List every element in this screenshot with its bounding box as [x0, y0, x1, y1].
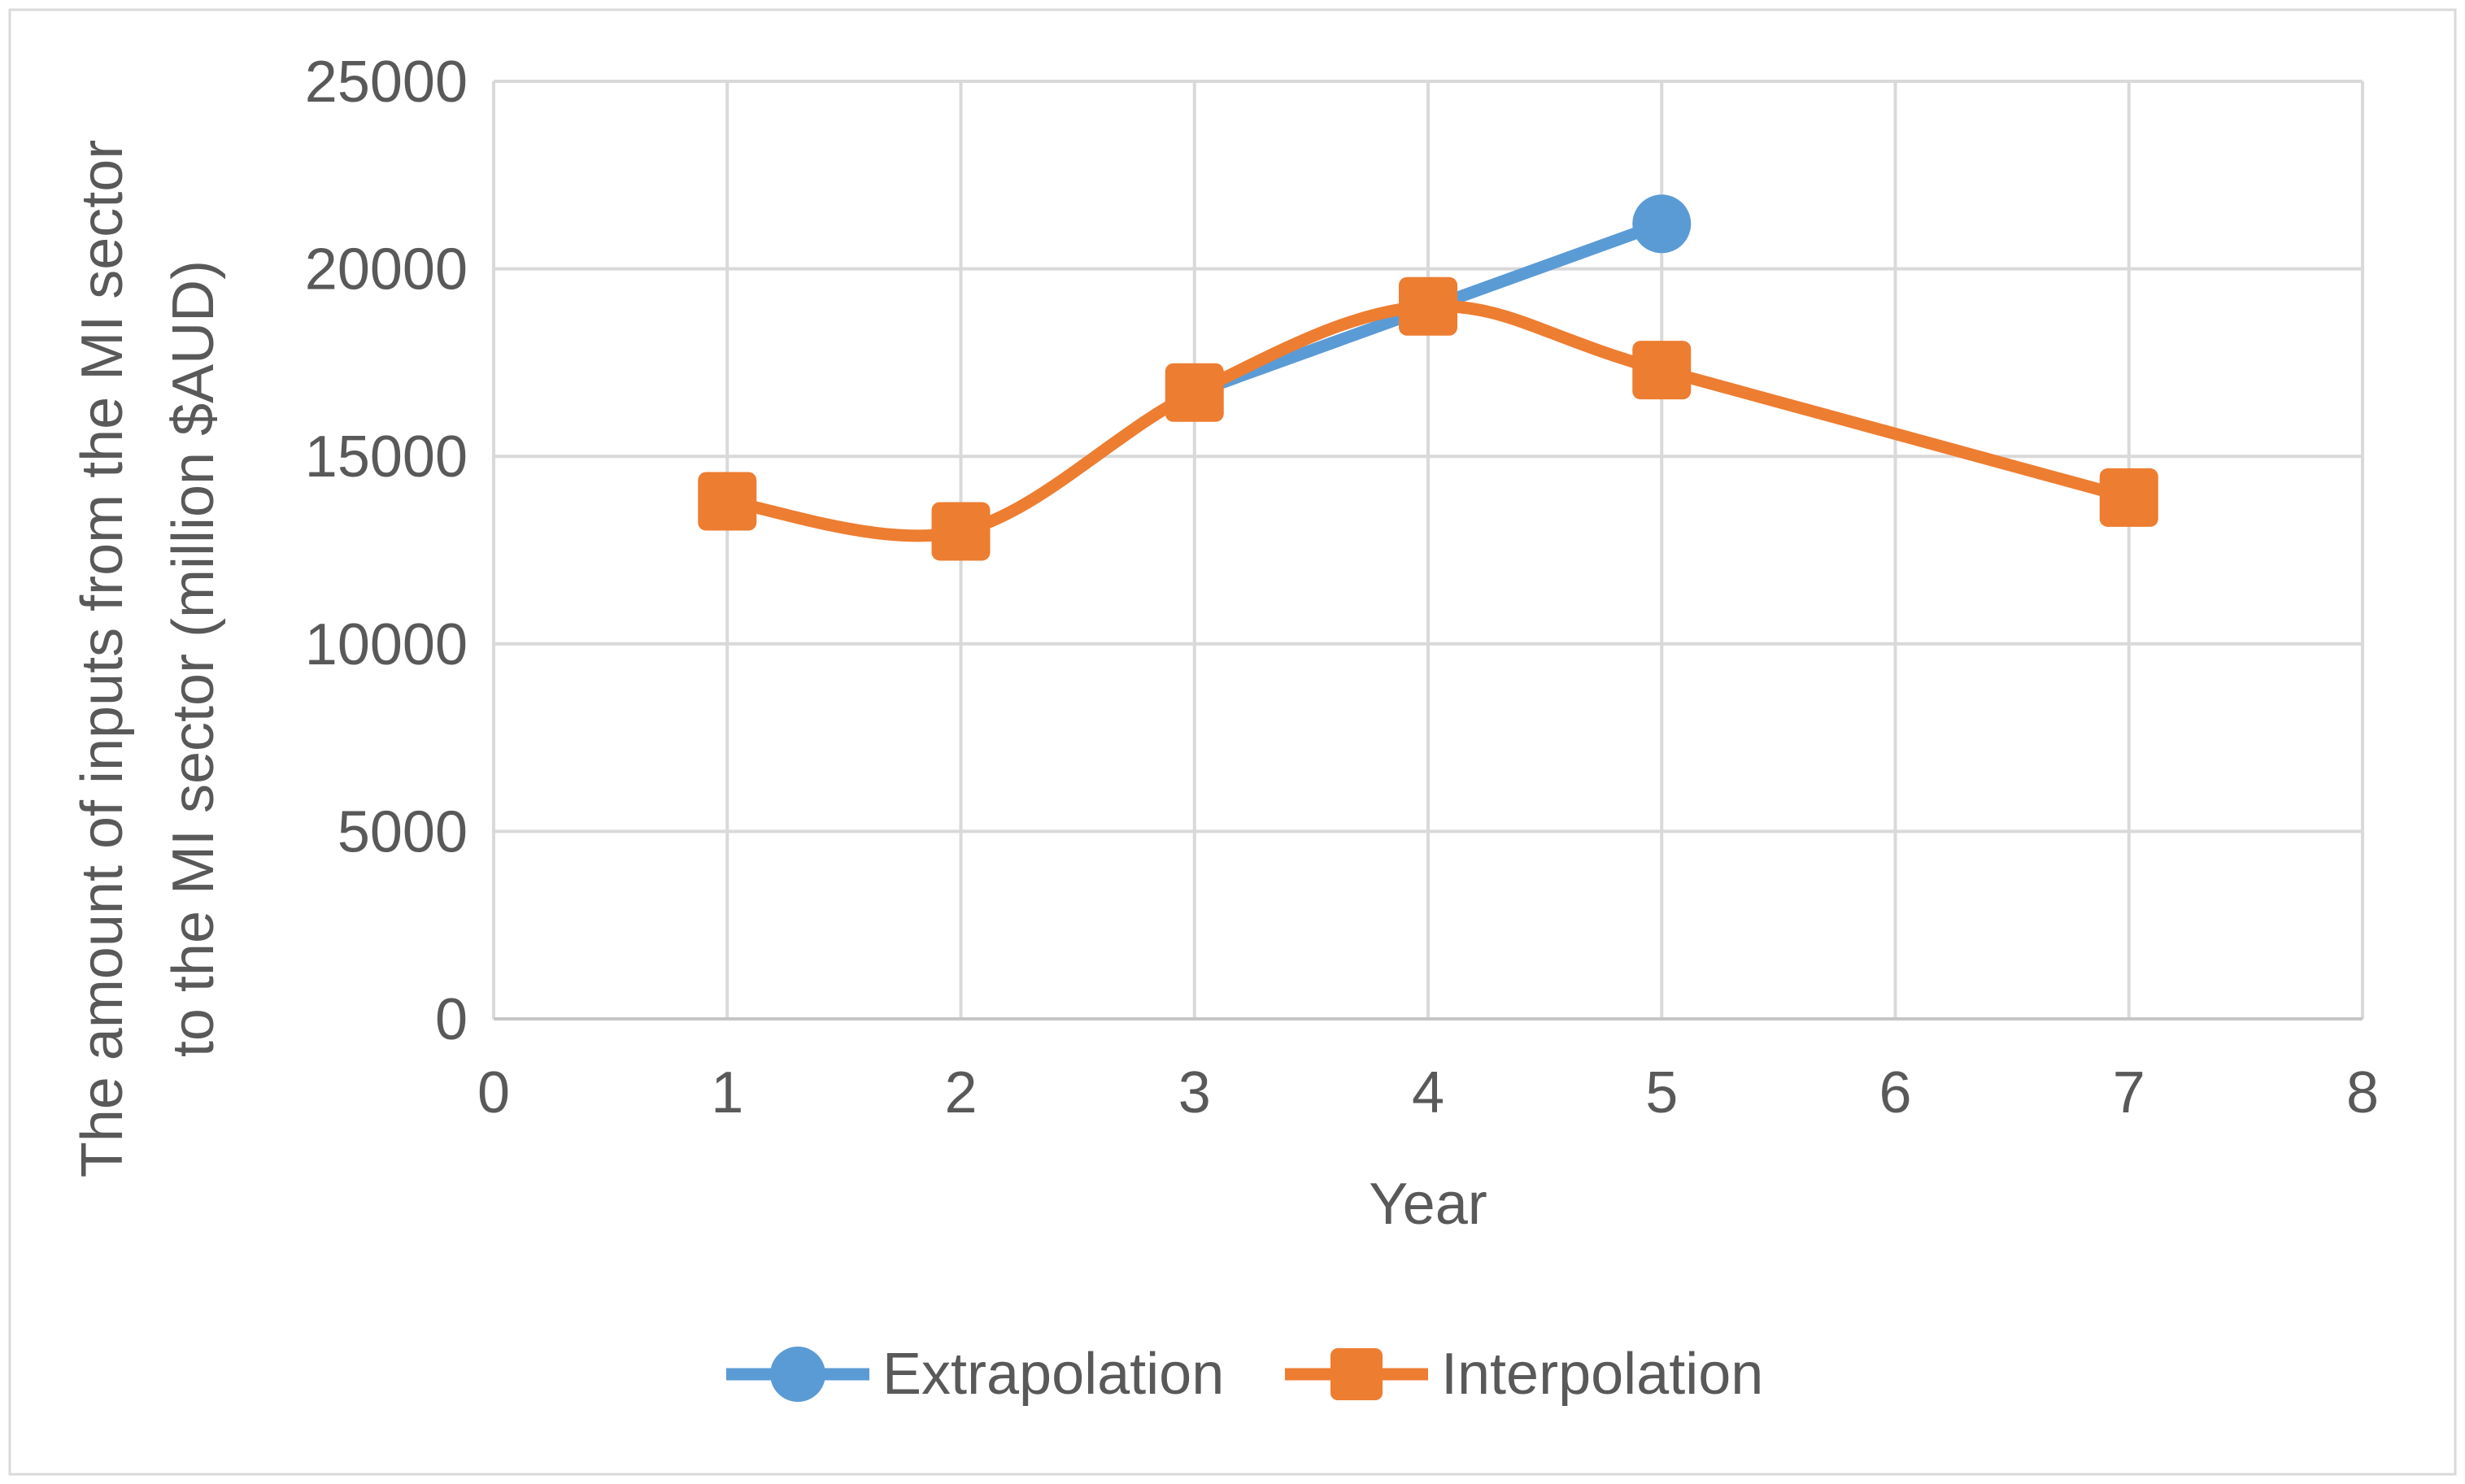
x-tick-label: 7 [2113, 1060, 2145, 1125]
chart-frame-border [8, 8, 2457, 1476]
y-tick-label: 5000 [338, 799, 468, 864]
x-tick-label: 4 [1412, 1060, 1444, 1125]
y-tick-label: 0 [435, 987, 468, 1052]
x-tick-label: 3 [1178, 1060, 1211, 1125]
x-tick-label: 8 [2346, 1060, 2379, 1125]
y-axis-title-line2: to the MI sector (million $AUD) [161, 260, 226, 1057]
y-tick-label: 10000 [305, 612, 468, 677]
y-tick-label: 20000 [305, 237, 468, 302]
x-tick-label: 5 [1645, 1060, 1678, 1125]
x-tick-label: 6 [1879, 1060, 1911, 1125]
legend-label-extrapolation: Extrapolation [882, 1342, 1224, 1407]
data-point-square-interpolation [931, 502, 991, 561]
x-tick-label: 1 [711, 1060, 743, 1125]
legend-item-extrapolation: Extrapolation [726, 1342, 1224, 1407]
data-point-square-interpolation [698, 472, 757, 531]
legend-label-interpolation: Interpolation [1441, 1342, 1763, 1407]
data-point-square-interpolation [1165, 363, 1224, 422]
x-tick-label: 2 [944, 1060, 977, 1125]
y-axis-title-line1: The amount of inputs from the MI sector [70, 140, 135, 1178]
x-axis-title: Year [1369, 1172, 1487, 1237]
y-tick-label: 25000 [305, 50, 468, 115]
legend: Extrapolation Interpolation [726, 1342, 1763, 1407]
x-axis-tick-labels: 0 1 2 3 4 5 6 7 8 [477, 1060, 2379, 1125]
data-point-square-interpolation [1632, 341, 1692, 400]
legend-circle-marker-icon [770, 1347, 825, 1402]
data-point-circle-extrapolation [1632, 194, 1692, 254]
y-axis-tick-labels: 0 5000 10000 15000 20000 25000 [305, 50, 468, 1052]
series-markers [698, 194, 2158, 561]
y-tick-label: 15000 [305, 424, 468, 490]
data-point-square-interpolation [2099, 468, 2158, 527]
legend-square-marker-icon [1330, 1348, 1383, 1400]
legend-item-interpolation: Interpolation [1285, 1342, 1763, 1407]
x-tick-label: 0 [477, 1060, 510, 1125]
data-point-square-interpolation [1399, 276, 1457, 336]
